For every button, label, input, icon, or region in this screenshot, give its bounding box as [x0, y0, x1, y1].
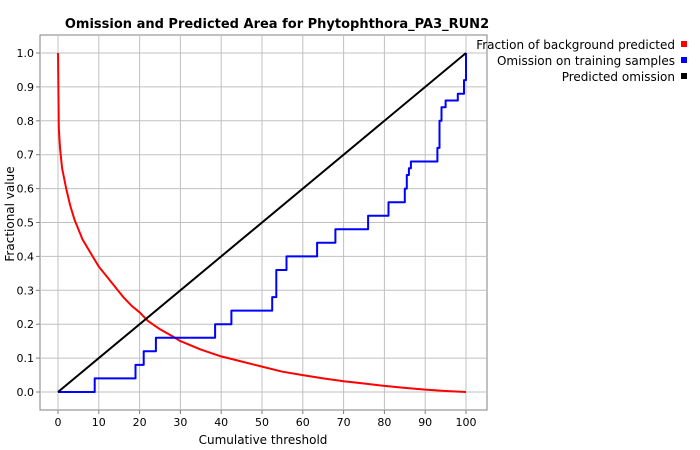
legend-swatch — [681, 41, 687, 47]
grid — [40, 35, 487, 410]
x-tick-label: 90 — [418, 416, 432, 429]
y-tick-label: 0.1 — [17, 352, 35, 365]
y-tick-label: 0.8 — [17, 115, 35, 128]
x-tick-label: 40 — [214, 416, 228, 429]
x-axis-title: Cumulative threshold — [199, 433, 328, 447]
series-layer — [57, 52, 467, 393]
x-tick-label: 30 — [173, 416, 187, 429]
x-tick-label: 80 — [377, 416, 391, 429]
y-tick-label: 0.4 — [17, 250, 35, 263]
legend-label: Fraction of background predicted — [476, 38, 675, 52]
x-tick-label: 50 — [255, 416, 269, 429]
predicted-omission-line — [57, 52, 467, 393]
x-tick-label: 20 — [133, 416, 147, 429]
x-axis-ticks: 0 10 20 30 40 50 60 70 80 90 100 — [55, 410, 477, 429]
x-tick-label: 60 — [296, 416, 310, 429]
x-tick-label: 0 — [55, 416, 62, 429]
training-omission-line — [58, 53, 467, 393]
chart-title: Omission and Predicted Area for Phytopht… — [65, 17, 489, 32]
y-tick-label: 0.0 — [17, 386, 35, 399]
y-tick-label: 0.5 — [17, 217, 35, 230]
y-axis-ticks: 0.0 0.1 0.2 0.3 0.4 0.5 0.6 0.7 0.8 0.9 1.0 — [17, 47, 40, 399]
y-axis-title: Fractional value — [3, 166, 17, 261]
y-tick-label: 0.9 — [17, 81, 35, 94]
background-predicted-line — [57, 52, 467, 393]
legend-label: Omission on training samples — [497, 54, 675, 68]
legend-swatch — [681, 57, 687, 63]
legend-label: Predicted omission — [562, 70, 675, 84]
y-tick-label: 0.3 — [17, 284, 35, 297]
x-tick-label: 100 — [456, 416, 477, 429]
x-tick-label: 10 — [92, 416, 106, 429]
y-tick-label: 0.6 — [17, 183, 35, 196]
x-tick-label: 70 — [337, 416, 351, 429]
y-tick-label: 1.0 — [17, 47, 35, 60]
y-tick-label: 0.2 — [17, 318, 35, 331]
legend-swatch — [681, 73, 687, 79]
legend: Fraction of background predicted Omission… — [476, 38, 687, 84]
y-tick-label: 0.7 — [17, 149, 35, 162]
